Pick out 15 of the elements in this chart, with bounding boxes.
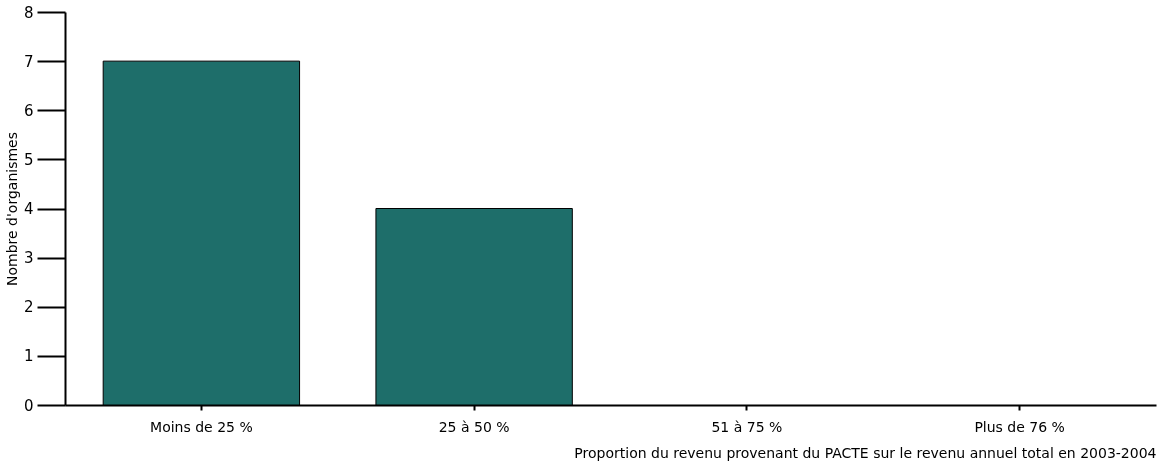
x-tick-label: 25 à 50 % xyxy=(438,418,510,435)
x-tick-label: Plus de 76 % xyxy=(974,418,1065,435)
y-axis-title: Nombre d'organismes xyxy=(3,132,20,286)
y-tick-label: 1 xyxy=(23,347,34,366)
x-tick-label: 51 à 75 % xyxy=(711,418,783,435)
y-tick-label: 5 xyxy=(23,150,34,169)
y-tick-label: 7 xyxy=(23,52,34,71)
y-tick-label: 4 xyxy=(23,200,34,218)
x-axis-title: Proportion du revenu provenant du PACTE sur le revenu annuel total en 2003-2004 xyxy=(574,444,1157,461)
y-tick-label: 6 xyxy=(23,101,34,120)
x-tick-label: Moins de 25 % xyxy=(150,418,253,435)
y-tick-label: 2 xyxy=(23,298,34,317)
y-tick-label: 0 xyxy=(23,396,34,415)
y-tick-label: 8 xyxy=(23,3,34,22)
y-tick-label: 3 xyxy=(23,249,34,268)
